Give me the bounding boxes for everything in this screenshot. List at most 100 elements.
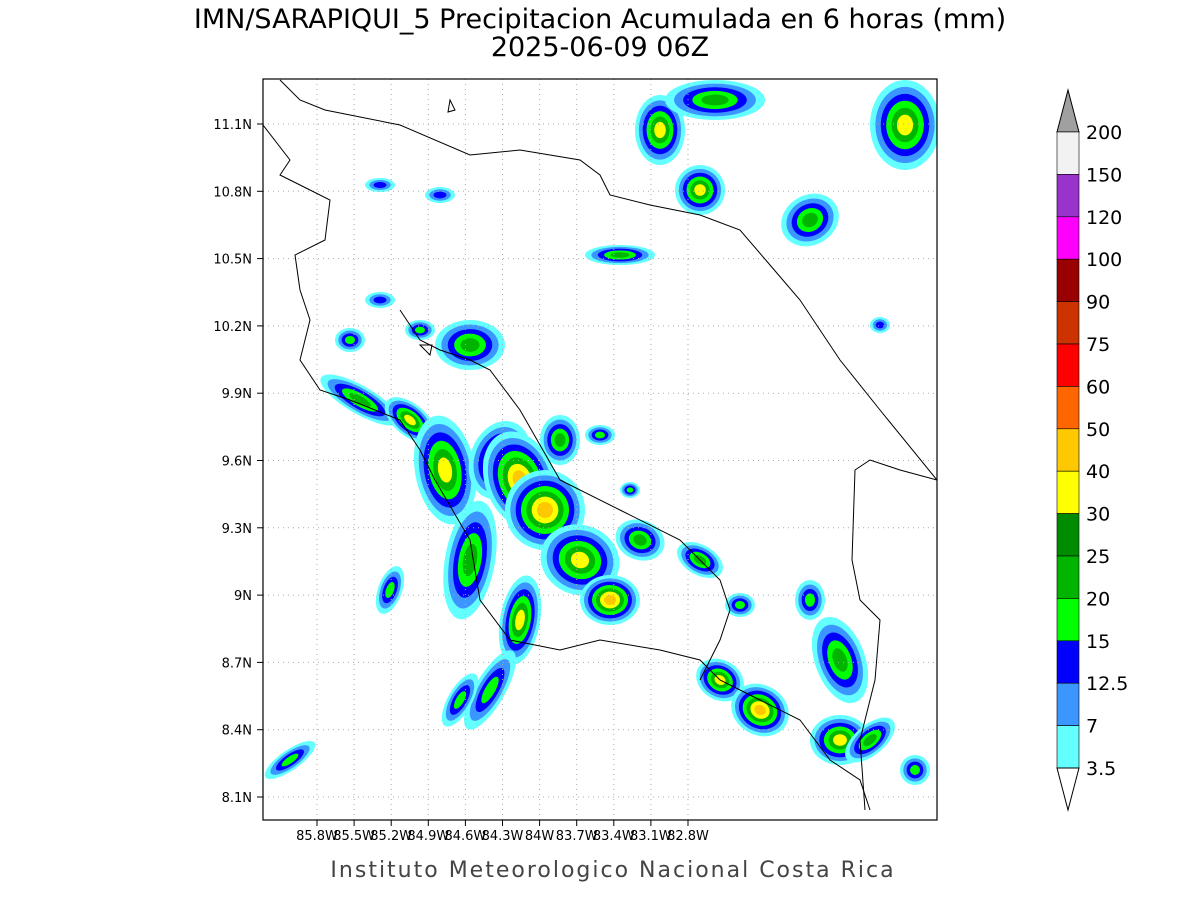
colorbar-label: 50 bbox=[1086, 419, 1110, 441]
lon-tick-label: 84W bbox=[525, 829, 555, 844]
rain-contour bbox=[833, 734, 847, 746]
precipitation-field bbox=[264, 80, 937, 785]
pacific-coast bbox=[263, 124, 871, 811]
colorbar-box bbox=[1056, 343, 1080, 387]
rain-contour bbox=[433, 191, 447, 199]
rain-contour bbox=[345, 336, 355, 344]
rain-contour bbox=[453, 691, 467, 709]
coastlines bbox=[263, 79, 937, 811]
rain-contour bbox=[896, 114, 914, 136]
rain-contour bbox=[281, 753, 299, 767]
lat-tick-label: 9.6N bbox=[222, 455, 252, 470]
map-frame bbox=[262, 78, 938, 821]
rain-contour bbox=[570, 551, 590, 569]
colorbar-box bbox=[1056, 216, 1080, 260]
colorbar-label: 200 bbox=[1086, 122, 1122, 144]
rain-contour bbox=[404, 414, 416, 426]
rain-contour bbox=[437, 457, 453, 483]
colorbar-label: 12.5 bbox=[1086, 673, 1128, 695]
rain-contour bbox=[515, 609, 525, 631]
nicoya-gulf-coast bbox=[399, 309, 731, 681]
colorbar-label: 150 bbox=[1086, 164, 1122, 186]
islands bbox=[418, 98, 456, 357]
rain-contour bbox=[415, 326, 425, 334]
colorbar-box bbox=[1056, 174, 1080, 218]
rain-contour bbox=[595, 431, 605, 439]
rain-contour bbox=[694, 184, 706, 196]
rain-contour bbox=[554, 433, 566, 447]
rain-contour bbox=[805, 593, 815, 607]
colorbar-label: 75 bbox=[1086, 334, 1110, 356]
rain-contour bbox=[373, 296, 387, 304]
colorbar-box bbox=[1056, 598, 1080, 642]
rain-contour bbox=[654, 121, 666, 139]
lon-tick-label: 84.9W bbox=[407, 829, 449, 844]
colorbar-box bbox=[1056, 682, 1080, 726]
colorbar: 200 150 120 100 90 75 60 50 40 30 25 20 15 12.5 7 3.5 bbox=[1056, 88, 1128, 812]
rain-contour bbox=[875, 321, 885, 329]
colorbar-label: 3.5 bbox=[1086, 758, 1116, 780]
colorbar-box bbox=[1056, 428, 1080, 472]
colorbar-label: 7 bbox=[1086, 716, 1098, 738]
rain-contour bbox=[349, 393, 371, 407]
rain-contour bbox=[735, 601, 745, 609]
lon-tick-label: 84.3W bbox=[482, 829, 524, 844]
panama-border bbox=[851, 459, 937, 811]
lat-tick-label: 8.7N bbox=[222, 656, 252, 671]
rain-contour bbox=[385, 582, 395, 598]
colorbar-label: 100 bbox=[1086, 249, 1122, 271]
rain-contour bbox=[481, 676, 499, 704]
colorbar-over bbox=[1056, 88, 1080, 133]
border-north bbox=[279, 79, 937, 481]
rain-contour bbox=[610, 252, 630, 258]
lat-tick-label: 8.4N bbox=[222, 724, 252, 739]
rain-contour bbox=[910, 765, 920, 775]
rain-contour bbox=[802, 212, 818, 228]
lon-tick-label: 83.7W bbox=[556, 829, 598, 844]
rain-contour bbox=[701, 94, 729, 106]
lat-tick-label: 10.2N bbox=[213, 320, 252, 335]
colorbar-box bbox=[1056, 470, 1080, 514]
colorbar-under bbox=[1056, 767, 1080, 812]
lon-tick-label: 85.8W bbox=[296, 829, 338, 844]
colorbar-box bbox=[1056, 640, 1080, 684]
lon-tick-label: 83.4W bbox=[593, 829, 635, 844]
colorbar-box bbox=[1056, 131, 1080, 175]
rain-contour bbox=[537, 502, 553, 518]
rain-contour bbox=[604, 595, 616, 605]
rain-contour bbox=[832, 648, 848, 672]
colorbar-label: 90 bbox=[1086, 292, 1110, 314]
lat-tick-label: 11.1N bbox=[213, 118, 252, 133]
lat-tick-label: 9.3N bbox=[222, 522, 252, 537]
title: IMN/SARAPIQUI_5 Precipitacion Acumulada … bbox=[194, 4, 1006, 35]
lon-tick-label: 83.1W bbox=[630, 829, 672, 844]
lon-tick-label: 82.8W bbox=[667, 829, 709, 844]
colorbar-box bbox=[1056, 386, 1080, 430]
lat-tick-label: 9.9N bbox=[222, 387, 252, 402]
rain-contour bbox=[462, 543, 478, 577]
colorbar-label: 30 bbox=[1086, 504, 1110, 526]
colorbar-label: 15 bbox=[1086, 631, 1110, 653]
subtitle: 2025-06-09 06Z bbox=[491, 32, 709, 63]
colorbar-box bbox=[1056, 258, 1080, 302]
lon-tick-label: 84.6W bbox=[444, 829, 486, 844]
footer: Instituto Meteorologico Nacional Costa R… bbox=[330, 858, 895, 883]
rain-contour bbox=[754, 704, 766, 716]
colorbar-box bbox=[1056, 555, 1080, 599]
colorbar-box bbox=[1056, 725, 1080, 769]
colorbar-label: 60 bbox=[1086, 376, 1110, 398]
colorbar-label: 25 bbox=[1086, 546, 1110, 568]
lon-tick-label: 85.5W bbox=[333, 829, 375, 844]
rain-contour bbox=[460, 338, 480, 352]
lat-tick-label: 8.1N bbox=[222, 791, 252, 806]
rain-contour bbox=[633, 534, 647, 546]
colorbar-label: 40 bbox=[1086, 461, 1110, 483]
rain-contour bbox=[373, 182, 387, 188]
colorbar-box bbox=[1056, 513, 1080, 557]
colorbar-label: 20 bbox=[1086, 588, 1110, 610]
rain-contour bbox=[863, 733, 877, 747]
lat-tick-label: 10.5N bbox=[213, 253, 252, 268]
lon-tick-label: 85.2W bbox=[370, 829, 412, 844]
